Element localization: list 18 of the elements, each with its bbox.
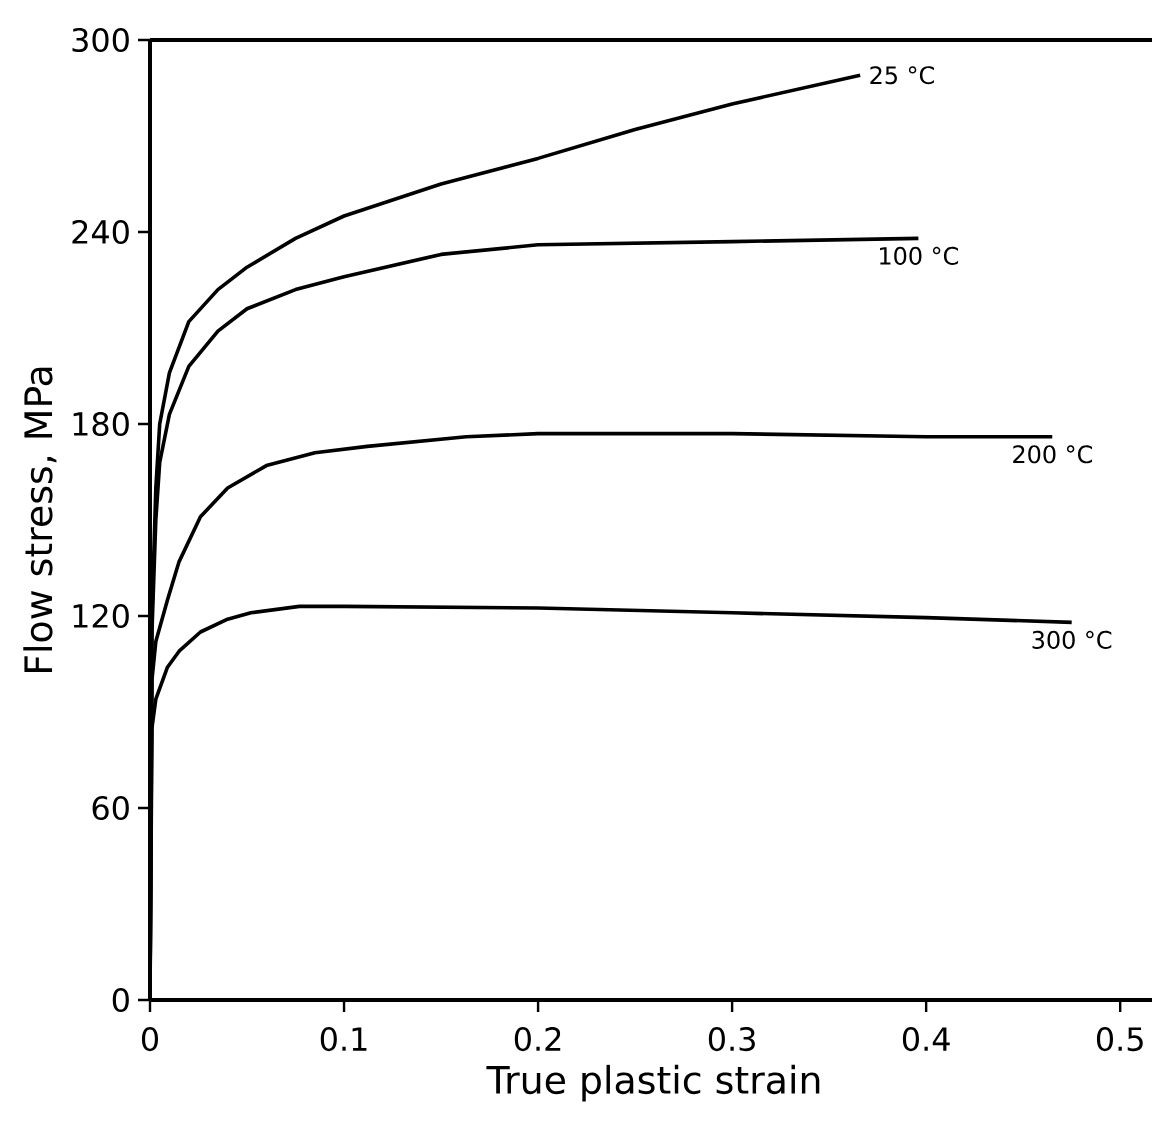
x-tick-label: 0.1 xyxy=(320,1027,367,1052)
y-tick-label: 0 xyxy=(112,987,129,1013)
y-tick-label: 300 xyxy=(72,27,129,53)
y-axis-title: Flow stress, MPa xyxy=(23,367,57,673)
y-tick-label: 120 xyxy=(73,603,129,629)
series-label: 25 °C xyxy=(870,66,934,85)
x-tick-label: 0.4 xyxy=(902,1027,950,1052)
x-tick-label: 0 xyxy=(141,1027,159,1052)
series-label: 300 °C xyxy=(1032,630,1112,649)
series-label: 200 °C xyxy=(1013,445,1093,464)
series-label: 100 °C xyxy=(880,246,958,265)
y-tick-label: 180 xyxy=(73,411,129,437)
x-axis-title: True plastic strain xyxy=(486,1064,820,1102)
y-tick-label: 240 xyxy=(72,219,129,245)
x-tick-label: 0.5 xyxy=(1096,1027,1143,1052)
x-tick-label: 0.3 xyxy=(708,1027,755,1052)
x-tick-label: 0.2 xyxy=(514,1027,561,1052)
y-tick-label: 60 xyxy=(92,795,129,821)
